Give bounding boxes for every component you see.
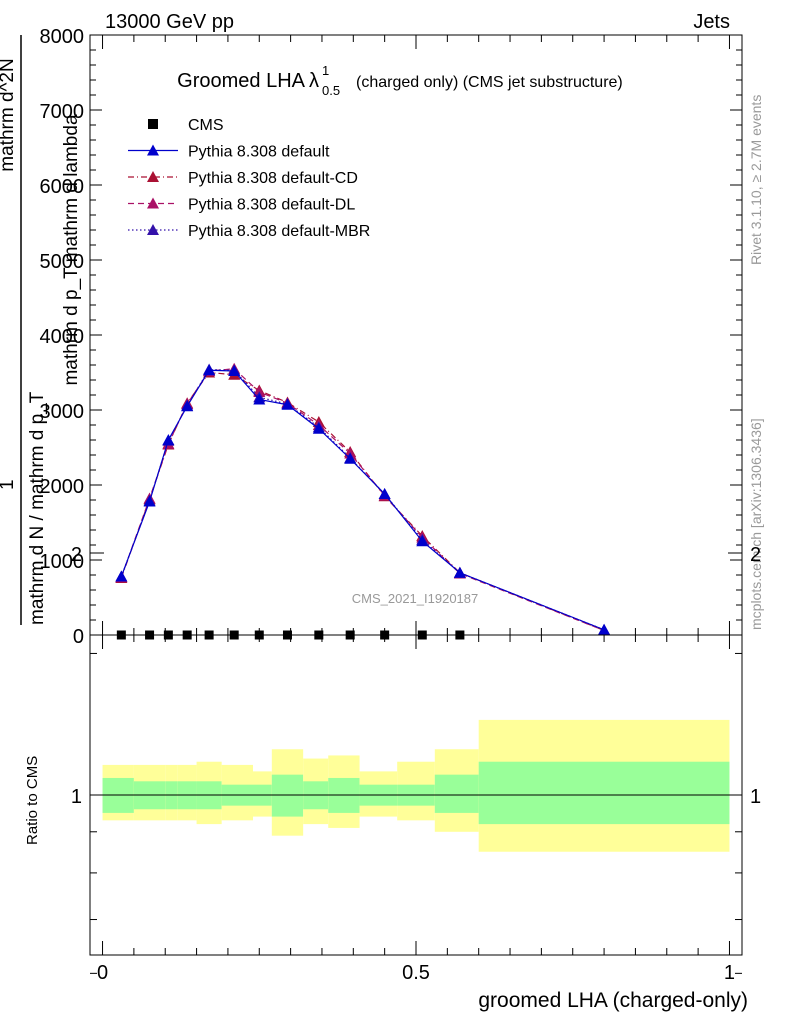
legend-label: Pythia 8.308 default	[188, 144, 330, 161]
header-right: Jets	[693, 11, 730, 33]
series-marker	[162, 434, 175, 445]
series-marker	[253, 393, 266, 405]
series-marker	[344, 452, 357, 464]
main-ytick-label: 7000	[40, 101, 85, 123]
ratio-inner-band	[478, 761, 730, 825]
ylabel-rhs-den: mathrm d p_T mathrm d lambda	[61, 114, 82, 385]
ylabel-lhs: mathrm d N / mathrm d p_T	[27, 391, 48, 625]
series-marker	[453, 566, 466, 578]
title-symbol: λ	[309, 70, 319, 92]
series-marker	[598, 623, 611, 635]
chart-title: Groomed LHA λ 1 0.5 (charged only) (CMS …	[177, 63, 623, 98]
series-marker	[312, 422, 325, 434]
xtick-label: 0.5	[402, 962, 430, 984]
series-marker	[115, 570, 128, 582]
series-marker	[181, 400, 194, 412]
main-ytick-label: 4000	[40, 326, 85, 348]
xtick-label: 0	[97, 962, 108, 984]
main-ytick-label: 2000	[40, 476, 85, 498]
legend-marker	[147, 197, 159, 209]
ratio-ytick-label: 2	[71, 544, 82, 566]
ratio-x-axis: 0 0.5 1	[97, 635, 735, 984]
main-ytick-label: 1000	[40, 551, 85, 573]
main-x-axis	[102, 35, 730, 635]
main-ytick-label: 0	[73, 626, 84, 648]
legend-marker	[147, 171, 159, 182]
ratio-y-axis-label: Ratio to CMS	[24, 756, 41, 845]
ratio-ytick-label-right: 1	[750, 786, 761, 808]
header-left: 13000 GeV pp	[105, 11, 234, 33]
series-marker	[378, 488, 391, 499]
series-marker	[281, 398, 294, 410]
main-ytick-label: 6000	[40, 176, 85, 198]
main-ytick-label: 5000	[40, 251, 85, 273]
legend-label: Pythia 8.308 default-DL	[188, 197, 355, 214]
title-sub: 0.5	[322, 83, 340, 98]
legend-marker	[147, 224, 159, 235]
title-suffix: (charged only) (CMS jet substructure)	[356, 74, 623, 91]
xtick-label: 1	[724, 962, 735, 984]
legend-marker	[147, 144, 159, 156]
ratio-inner-band	[271, 774, 304, 817]
title-main: Groomed LHA	[177, 70, 305, 92]
ratio-inner-band	[434, 774, 479, 813]
rivet-version-label: Rivet 3.1.10, ≥ 2.7M events	[748, 95, 764, 265]
series-marker	[143, 495, 156, 507]
series-marker	[416, 535, 429, 547]
ratio-bands	[102, 719, 730, 852]
title-sup: 1	[322, 63, 329, 78]
series-marker	[203, 364, 216, 376]
ratio-ytick-label: 1	[71, 786, 82, 808]
watermark: CMS_2021_I1920187	[352, 591, 479, 606]
main-ytick-label: 8000	[40, 26, 85, 48]
legend-marker-cms	[148, 119, 158, 129]
main-ytick-label: 3000	[40, 401, 85, 423]
y-axis-label: mathrm d N / mathrm d p_T 1 mathrm d p_T…	[0, 35, 82, 625]
legend-label: Pythia 8.308 default-MBR	[188, 223, 370, 240]
legend-label: CMS	[188, 117, 224, 134]
ratio-ytick-label-right: 2	[750, 544, 761, 566]
ylabel-rhs-num: mathrm d^2N	[0, 58, 18, 171]
ylabel-one: 1	[0, 479, 18, 490]
main-y-axis: 0 1000 2000 3000 4000 5000 6000 7000 8000	[40, 26, 742, 648]
legend-label: Pythia 8.308 default-CD	[188, 170, 358, 187]
series-line	[120, 369, 605, 631]
mcplots-label: mcplots.cern.ch [arXiv:1306.3436]	[748, 418, 764, 630]
x-axis-label: groomed LHA (charged-only)	[478, 989, 748, 1012]
ratio-y-axis: 0.50.51122	[71, 544, 761, 974]
legend: CMS Pythia 8.308 default Pythia 8.308 defa…	[128, 117, 370, 240]
series-marker	[228, 365, 241, 376]
